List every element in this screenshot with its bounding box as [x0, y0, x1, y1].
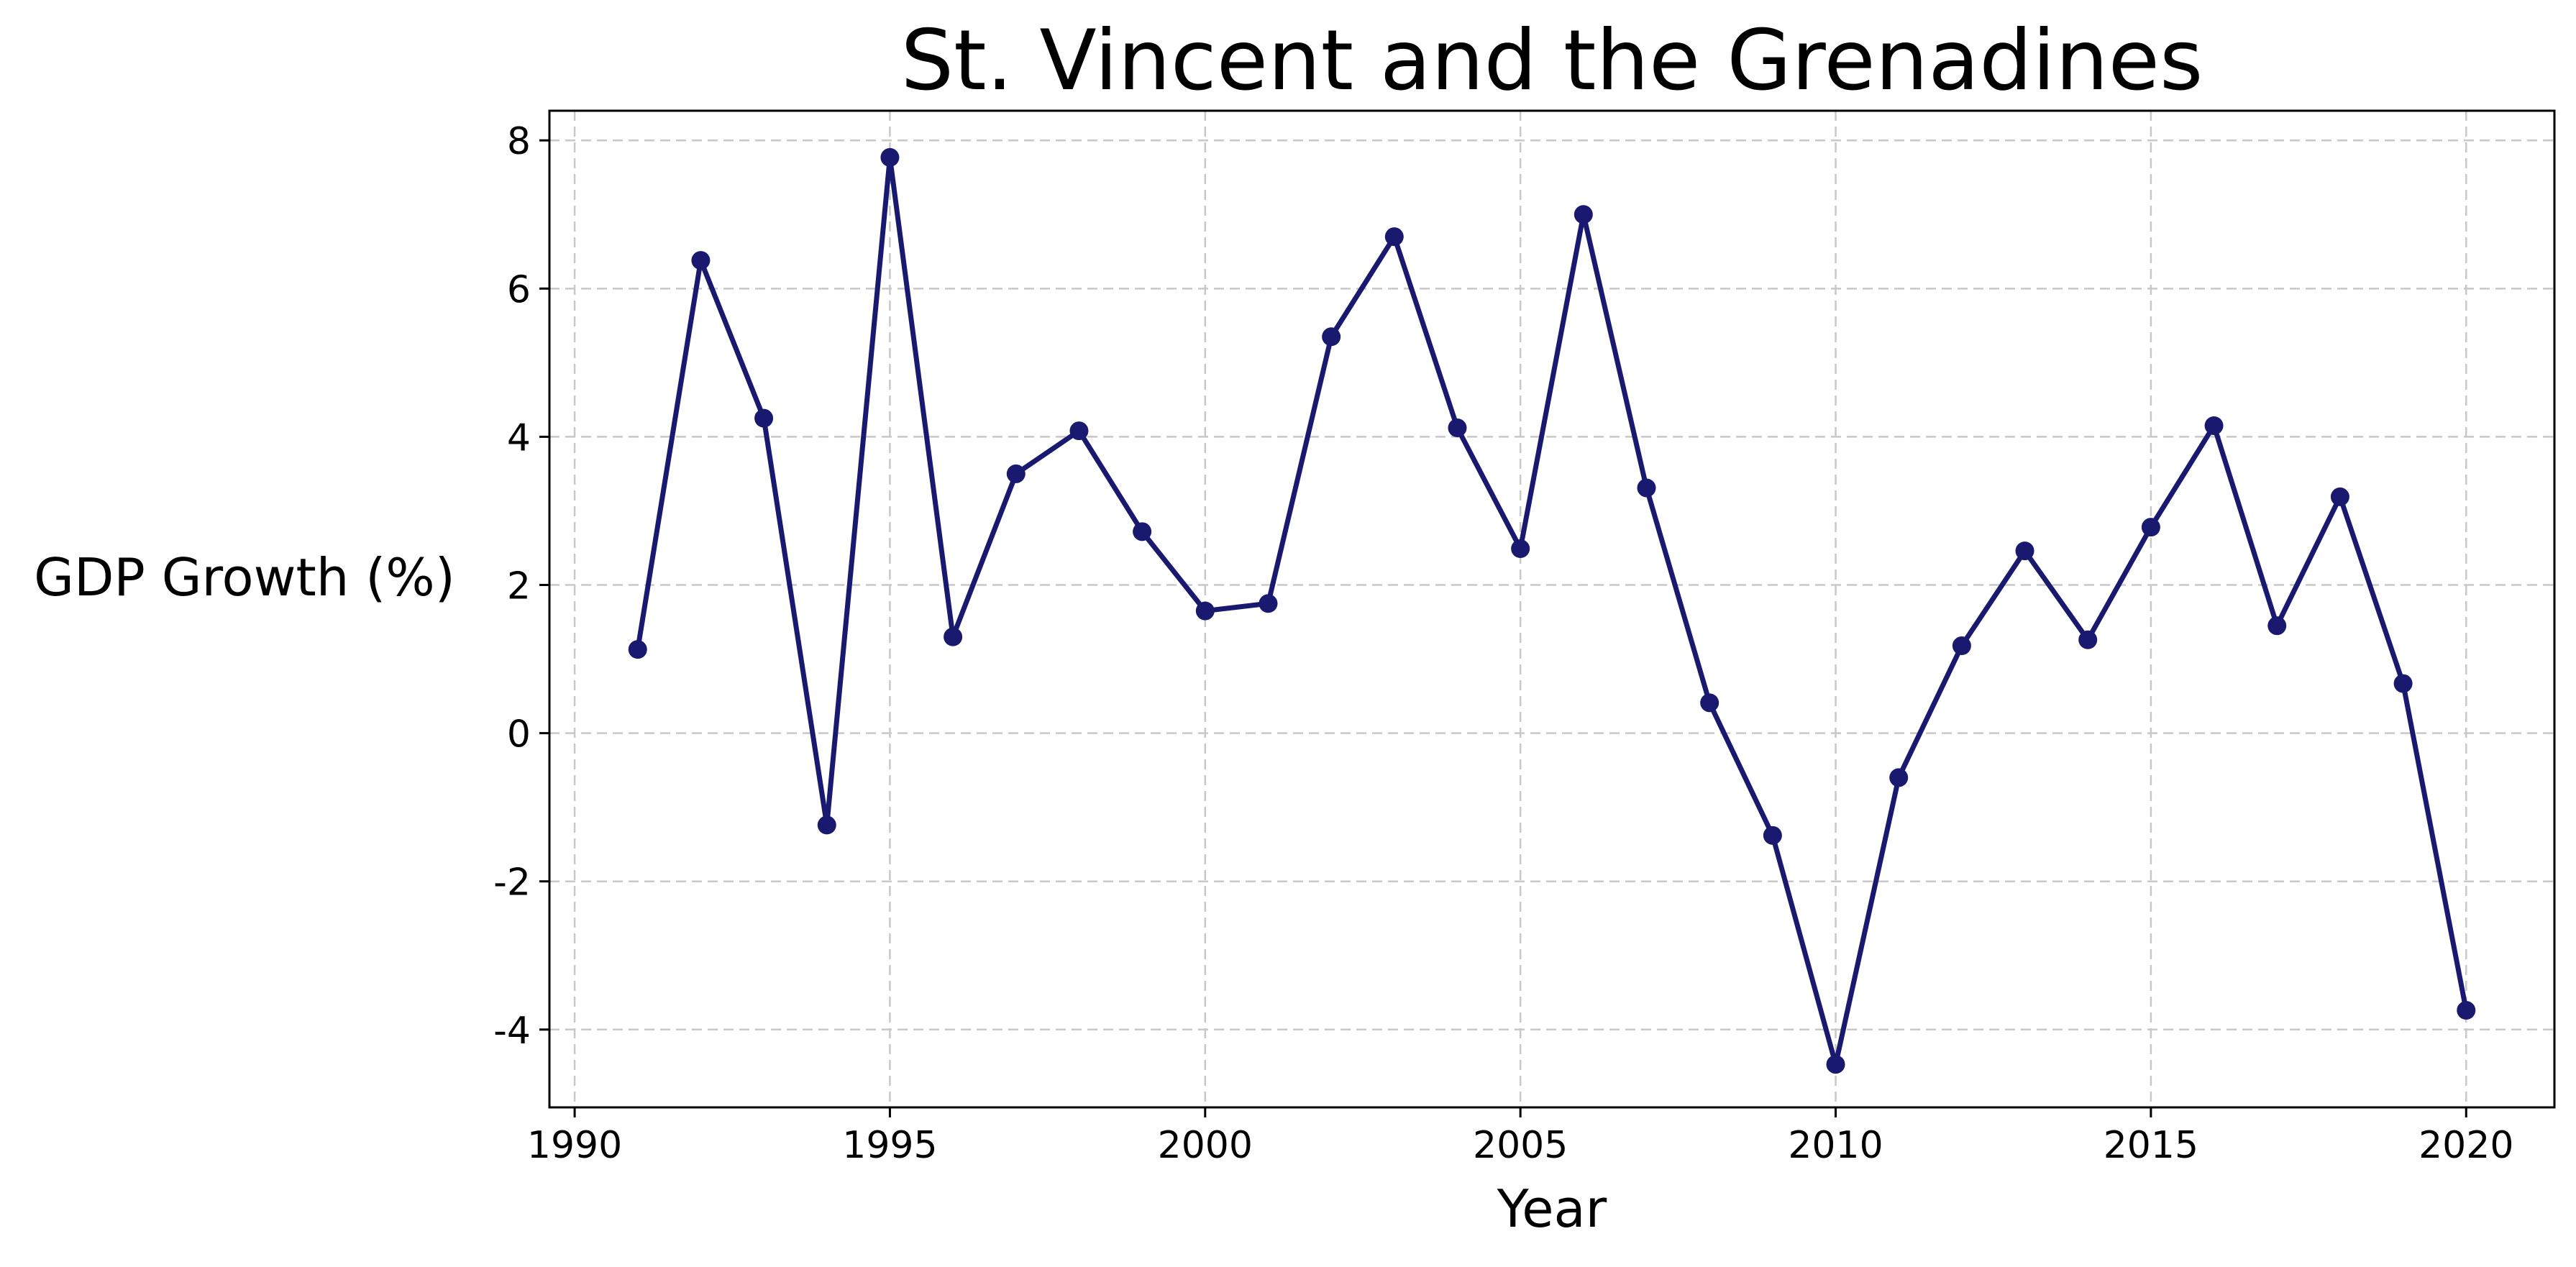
data-point [1322, 327, 1341, 347]
data-point [1637, 478, 1656, 498]
data-point [1259, 594, 1278, 613]
y-tick-label: 8 [507, 120, 531, 163]
data-point [944, 627, 963, 646]
data-point [1133, 522, 1152, 541]
data-point [628, 640, 647, 659]
data-point [817, 815, 836, 835]
x-axis-label: Year [1497, 1179, 1607, 1239]
data-point [2267, 616, 2287, 636]
y-axis-label: GDP Growth (%) [34, 547, 455, 608]
x-tick-label: 1995 [842, 1124, 937, 1167]
data-point [2330, 487, 2349, 506]
data-point [1384, 227, 1404, 247]
data-point [2141, 518, 2160, 537]
data-point [2457, 1001, 2476, 1020]
data-point [1700, 693, 1719, 713]
x-tick-label: 2005 [1473, 1124, 1568, 1167]
x-tick-label: 2015 [2104, 1124, 2198, 1167]
data-point [2015, 541, 2034, 561]
data-point [880, 147, 900, 167]
y-tick-label: 2 [507, 565, 531, 608]
x-tick-label: 2000 [1158, 1124, 1253, 1167]
data-point [1069, 421, 1089, 441]
data-point [1195, 601, 1215, 621]
data-point [691, 251, 711, 270]
y-tick-label: 4 [507, 416, 531, 459]
x-tick-label: 2010 [1788, 1124, 1883, 1167]
data-point [2393, 674, 2413, 693]
y-tick-label: 6 [507, 268, 531, 311]
data-point [1448, 418, 1467, 438]
data-point [1952, 636, 1971, 656]
data-point [1826, 1055, 1845, 1074]
data-point [2078, 630, 2098, 649]
data-point [1889, 768, 1909, 787]
data-series [628, 147, 2476, 1074]
x-tick-label: 2020 [2419, 1124, 2513, 1167]
chart-title: St. Vincent and the Grenadines [901, 12, 2203, 109]
gdp-growth-line [635, 155, 2469, 1067]
grid-lines [549, 111, 2554, 1107]
data-point [1006, 464, 1026, 483]
data-point [1511, 539, 1530, 559]
y-tick-label: -4 [493, 1010, 531, 1053]
data-point [1763, 825, 1782, 845]
plot-area-frame [548, 109, 2556, 1109]
y-tick-label: 0 [507, 713, 531, 756]
data-point [1574, 205, 1593, 224]
data-point [754, 408, 774, 428]
data-point [2204, 416, 2224, 435]
y-tick-label: -2 [493, 861, 531, 905]
axis-ticks: 1990 1995 2000 2005 2010 2015 2020 -4 -2 0 2 4 6 8 [493, 120, 2513, 1167]
x-tick-label: 1990 [527, 1124, 622, 1167]
